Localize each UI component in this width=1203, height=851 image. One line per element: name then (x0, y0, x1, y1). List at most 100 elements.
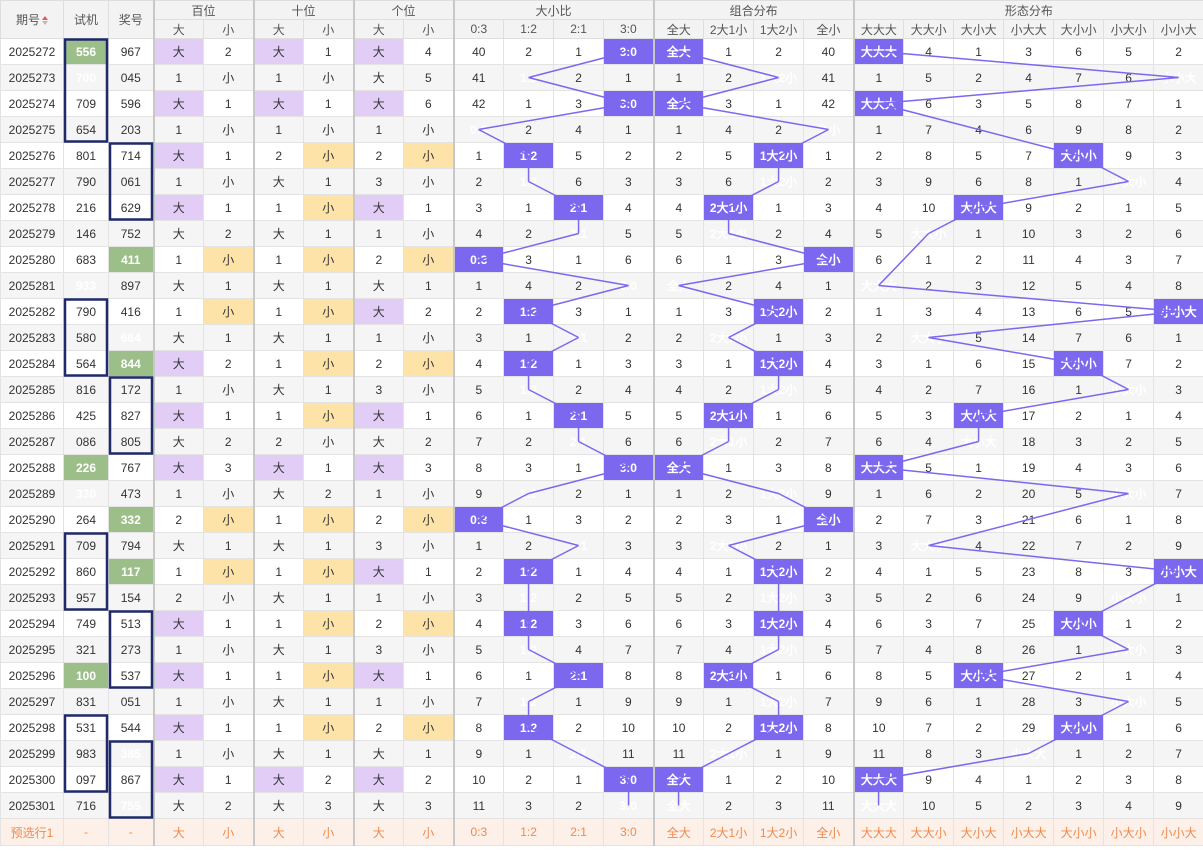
ratio-cell: 1 (452, 142, 505, 169)
prize-number-cell: 332 (108, 506, 154, 533)
shape-cell: 3 (903, 402, 955, 429)
period-header[interactable]: 期号 (0, 0, 64, 39)
shape-cell: 大大大 (852, 792, 905, 819)
shape-cell: 6 (903, 480, 955, 507)
ratio-cell: 3:0 (603, 766, 655, 793)
hundreds-small-cell: 小 (202, 688, 255, 715)
shape-cell: 5 (1103, 298, 1155, 325)
ones-small-cell: 小 (403, 168, 455, 195)
shape-cell: 1 (1003, 766, 1055, 793)
ratio-cell: 1 (553, 688, 605, 715)
shape-cell: 2 (1053, 194, 1105, 221)
shape-cell: 2 (852, 506, 905, 533)
ratio-cell: 11 (603, 740, 655, 767)
ratio-cell: 1:2 (503, 298, 555, 325)
tens-big-cell: 1 (252, 506, 305, 533)
ones-big-cell: 大 (352, 298, 405, 325)
ratio-cell: 3 (452, 584, 505, 611)
hundreds-big-cell: 1 (152, 480, 204, 507)
preselect-option[interactable]: 3:0 (603, 818, 655, 846)
sort-icon[interactable] (42, 16, 48, 26)
tens-small-cell: 小 (303, 246, 355, 273)
shape-cell: 大小大 (953, 428, 1005, 455)
shape-cell: 6 (852, 246, 905, 273)
prize-number-cell: 767 (108, 454, 154, 481)
ratio-cell: 1 (503, 194, 555, 221)
table-row: 2025285 816 172 1 小大 1 3 小 5 1:2 2 4 4 2 1大2小 5 4 2 7 16 1 小大… (0, 376, 1203, 403)
combo-cell: 2 (753, 116, 805, 143)
hundreds-big-cell: 大 (152, 454, 204, 481)
shape-cell: 6 (1103, 64, 1155, 91)
preselect-option[interactable]: 1:2 (503, 818, 555, 846)
hundreds-big-cell: 1 (152, 558, 204, 585)
shape-cell: 5 (1153, 194, 1203, 221)
tens-small-cell: 小 (303, 350, 355, 377)
period-cell: 2025297 (0, 688, 64, 715)
ones-big-cell: 3 (352, 532, 405, 559)
tens-small-cell: 3 (303, 792, 355, 819)
tens-big-cell: 2 (252, 142, 305, 169)
combo-cell: 6 (703, 168, 755, 195)
ones-big-cell: 1 (352, 324, 405, 351)
table-row: 2025274 709 596 大 1 大 1 大 6 42 1 3 3:0 全大 3 1 42 大大大 6 3 5 8 7… (0, 90, 1203, 117)
period-cell: 2025276 (0, 142, 64, 169)
preselect-option[interactable]: 全大 (652, 818, 705, 846)
preselect-option[interactable]: 大小小 (1053, 818, 1105, 846)
ones-big-cell: 2 (352, 246, 405, 273)
preselect-option[interactable]: 2:1 (553, 818, 605, 846)
preselect-option[interactable]: 大小大 (953, 818, 1005, 846)
preselect-option[interactable]: 小大小 (1103, 818, 1155, 846)
shape-cell: 4 (1153, 402, 1203, 429)
tens-small-cell: 小 (303, 142, 355, 169)
preselect-option[interactable]: 小小大 (1153, 818, 1203, 846)
preselect-option[interactable]: 小 (303, 818, 355, 846)
ratio-cell: 5 (553, 142, 605, 169)
preselect-option[interactable]: 大 (252, 818, 305, 846)
combo-cell: 全大 (652, 766, 705, 793)
hundreds-big-cell: 大 (152, 194, 204, 221)
ratio-cell: 6 (603, 246, 655, 273)
preselect-row[interactable]: 预选行1- - 大小大小大小 0:3 1:2 2:1 3:0 全大 2大1小 1大2小 全小 大大大大… (0, 818, 1203, 846)
hundreds-big-cell: 大 (152, 272, 204, 299)
shape-cell: 10 (1003, 220, 1055, 247)
table-row: 2025286 425 827 大 1 1 小大 1 6 1 2:1 5 5 2大1小 1 6 5 3 大小大 17 2… (0, 402, 1203, 429)
preselect-option[interactable]: 小 (202, 818, 255, 846)
shape-cell: 2 (903, 584, 955, 611)
tens-small-cell: 小 (303, 428, 355, 455)
shape-cell: 29 (1003, 714, 1055, 741)
ones-small-cell: 小 (403, 506, 455, 533)
ratio-cell: 1 (553, 38, 605, 65)
preselect-option[interactable]: 小 (403, 818, 455, 846)
preselect-option[interactable]: 1大2小 (753, 818, 805, 846)
combo-cell: 2大1小 (703, 428, 755, 455)
hundreds-big-cell: 大 (152, 532, 204, 559)
prize-number-cell: 755 (108, 792, 154, 819)
preselect-option[interactable]: 大大大 (852, 818, 905, 846)
preselect-option[interactable]: 大 (352, 818, 405, 846)
preselect-option[interactable]: 全小 (803, 818, 855, 846)
preselect-option[interactable]: 0:3 (452, 818, 505, 846)
tens-small-cell: 1 (303, 38, 355, 65)
preselect-option[interactable]: 大大小 (903, 818, 955, 846)
shape-cell: 1 (1053, 740, 1105, 767)
combo-cell: 10 (652, 714, 705, 741)
ones-small-cell: 2 (403, 298, 455, 325)
shape-cell: 1 (1103, 194, 1155, 221)
tens-small-cell: 小 (303, 64, 355, 91)
hundreds-big-cell: 1 (152, 116, 204, 143)
preselect-option[interactable]: 2大1小 (703, 818, 755, 846)
ratio-cell: 6 (603, 428, 655, 455)
preselect-option[interactable]: 大 (152, 818, 204, 846)
ones-big-cell: 大 (352, 90, 405, 117)
combo-cell: 全小 (803, 506, 855, 533)
trial-number-cell: 654 (63, 116, 109, 143)
ratio-cell: 2 (553, 584, 605, 611)
combo-cell: 7 (803, 428, 855, 455)
hundreds-small-cell: 1 (202, 142, 255, 169)
ratio-cell: 3 (553, 90, 605, 117)
period-cell: 2025300 (0, 766, 64, 793)
ratio-cell: 9 (603, 688, 655, 715)
tens-big-cell: 大 (252, 220, 305, 247)
preselect-option[interactable]: 小大大 (1003, 818, 1055, 846)
